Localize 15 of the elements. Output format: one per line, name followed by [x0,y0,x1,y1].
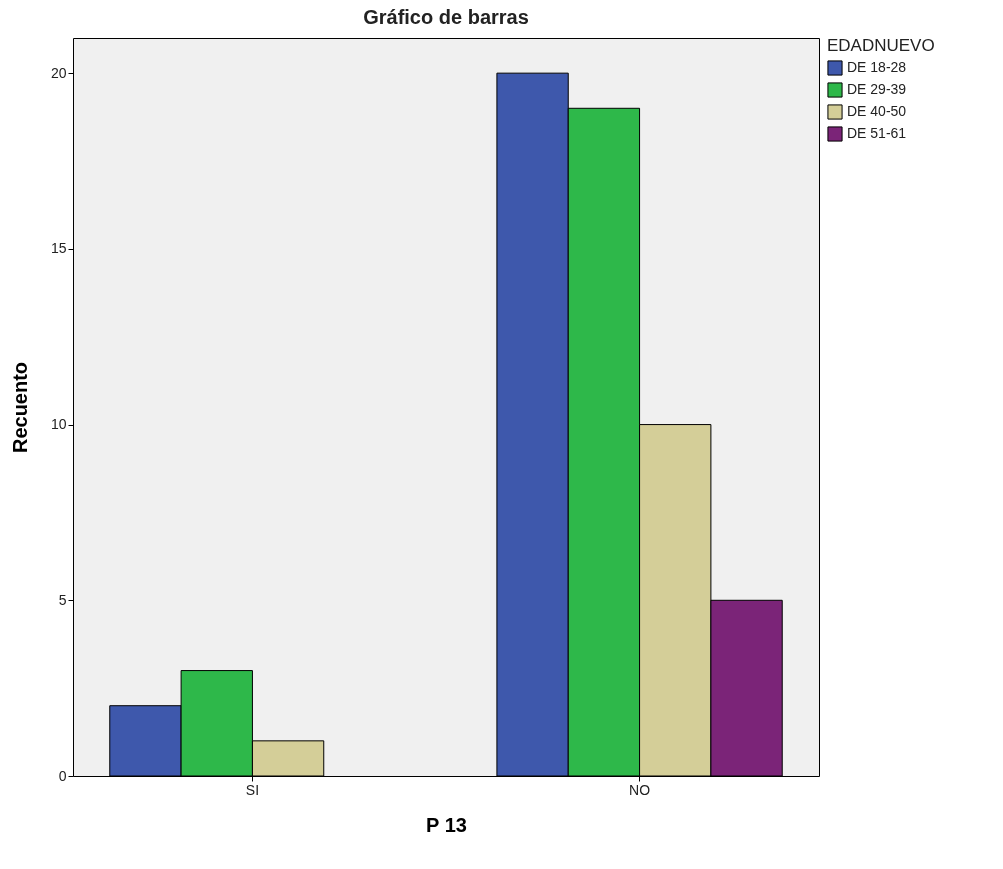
x-tick-label: NO [629,781,651,798]
legend-label: DE 29-39 [847,81,907,97]
y-tick-label: 5 [58,591,67,608]
x-tick-label: SI [245,781,260,798]
y-tick-label: 0 [58,767,67,784]
legend-label: DE 51-61 [847,125,907,141]
x-axis-title: P 13 [426,813,467,836]
y-tick-label: 10 [50,416,67,433]
y-axis-title: Recuento [8,361,31,454]
legend-label: DE 40-50 [847,103,907,119]
y-tick-label: 15 [50,240,67,257]
legend-label: DE 18-28 [847,59,907,75]
legend-title: EDADNUEVO [827,36,935,55]
chart-title: Gráfico de barras [363,6,529,28]
y-tick-label: 20 [50,64,67,81]
